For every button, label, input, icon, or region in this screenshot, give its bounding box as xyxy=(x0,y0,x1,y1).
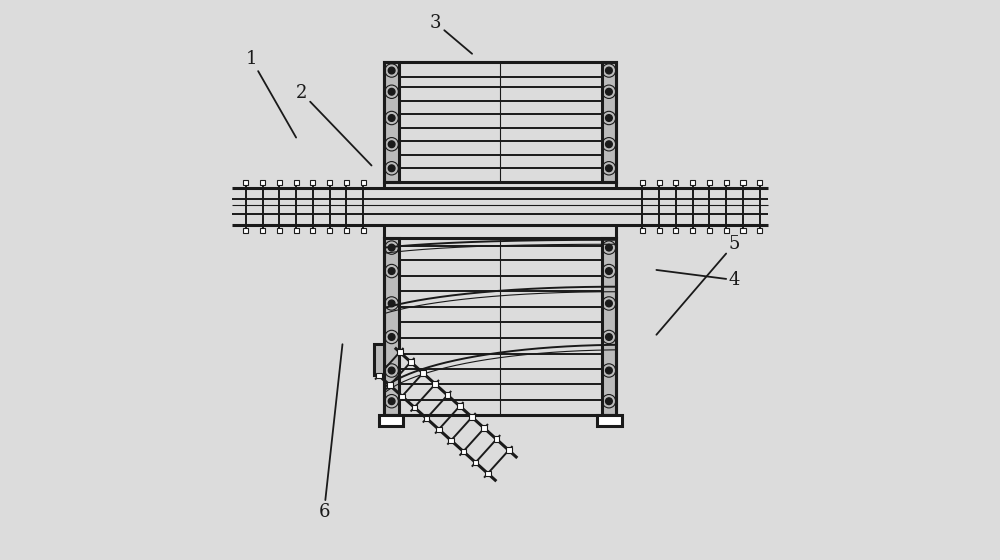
Bar xyxy=(310,228,315,234)
Circle shape xyxy=(388,141,395,148)
Bar xyxy=(243,228,248,234)
Bar xyxy=(361,228,366,234)
Bar xyxy=(399,394,405,399)
Bar xyxy=(384,237,616,415)
Bar xyxy=(757,180,762,185)
Bar xyxy=(724,180,729,185)
Bar xyxy=(327,180,332,185)
Circle shape xyxy=(388,268,395,274)
Bar xyxy=(294,228,299,234)
Text: 5: 5 xyxy=(656,235,740,335)
Circle shape xyxy=(606,115,612,122)
Circle shape xyxy=(388,165,395,171)
Bar xyxy=(757,228,762,234)
Text: 3: 3 xyxy=(430,14,472,54)
Bar xyxy=(657,228,662,234)
Circle shape xyxy=(606,367,612,374)
Circle shape xyxy=(388,115,395,122)
Bar xyxy=(387,382,393,388)
Text: 1: 1 xyxy=(246,50,296,138)
Text: 2: 2 xyxy=(296,84,372,166)
Bar xyxy=(657,180,662,185)
Circle shape xyxy=(606,398,612,404)
Bar xyxy=(673,228,678,234)
Bar xyxy=(424,416,429,421)
Circle shape xyxy=(606,244,612,251)
Circle shape xyxy=(388,367,395,374)
Text: 4: 4 xyxy=(656,270,740,289)
Bar xyxy=(602,237,616,415)
Bar xyxy=(277,228,282,234)
Bar xyxy=(420,370,426,376)
Bar xyxy=(436,427,442,432)
Bar xyxy=(640,180,645,185)
Text: 6: 6 xyxy=(318,344,342,521)
Circle shape xyxy=(606,88,612,95)
Bar xyxy=(690,180,695,185)
Bar xyxy=(412,404,417,410)
Circle shape xyxy=(606,165,612,171)
Bar xyxy=(461,449,466,454)
Bar xyxy=(707,228,712,234)
Bar xyxy=(724,228,729,234)
Circle shape xyxy=(606,67,612,74)
Bar xyxy=(469,414,475,420)
Bar xyxy=(277,180,282,185)
Circle shape xyxy=(606,141,612,148)
Bar xyxy=(602,62,616,182)
Bar xyxy=(361,180,366,185)
Bar xyxy=(310,180,315,185)
Bar xyxy=(473,460,478,465)
Circle shape xyxy=(606,268,612,274)
Bar xyxy=(260,180,265,185)
Bar xyxy=(494,436,499,442)
Bar xyxy=(707,180,712,185)
Bar xyxy=(457,403,463,409)
Bar xyxy=(673,180,678,185)
Bar xyxy=(506,447,512,453)
Bar xyxy=(260,228,265,234)
Bar xyxy=(344,228,349,234)
Circle shape xyxy=(388,334,395,340)
Bar xyxy=(327,228,332,234)
Bar xyxy=(243,180,248,185)
Circle shape xyxy=(388,398,395,404)
Bar xyxy=(432,381,438,387)
Bar xyxy=(384,62,616,182)
Circle shape xyxy=(388,88,395,95)
Bar xyxy=(294,180,299,185)
Bar xyxy=(481,426,487,431)
Bar xyxy=(740,180,746,185)
Circle shape xyxy=(388,300,395,307)
Bar xyxy=(597,415,622,426)
Circle shape xyxy=(606,334,612,340)
Bar xyxy=(379,415,403,426)
Circle shape xyxy=(388,244,395,251)
Bar xyxy=(344,180,349,185)
Bar xyxy=(485,471,491,477)
Circle shape xyxy=(388,67,395,74)
Bar xyxy=(448,437,454,443)
Bar xyxy=(384,62,399,182)
Bar xyxy=(397,349,403,355)
Bar xyxy=(376,372,382,378)
Bar xyxy=(740,228,746,234)
Bar xyxy=(384,237,399,415)
Bar xyxy=(640,228,645,234)
Bar xyxy=(374,344,384,375)
Circle shape xyxy=(606,300,612,307)
Bar xyxy=(445,393,450,398)
Bar xyxy=(690,228,695,234)
Bar xyxy=(408,360,414,365)
